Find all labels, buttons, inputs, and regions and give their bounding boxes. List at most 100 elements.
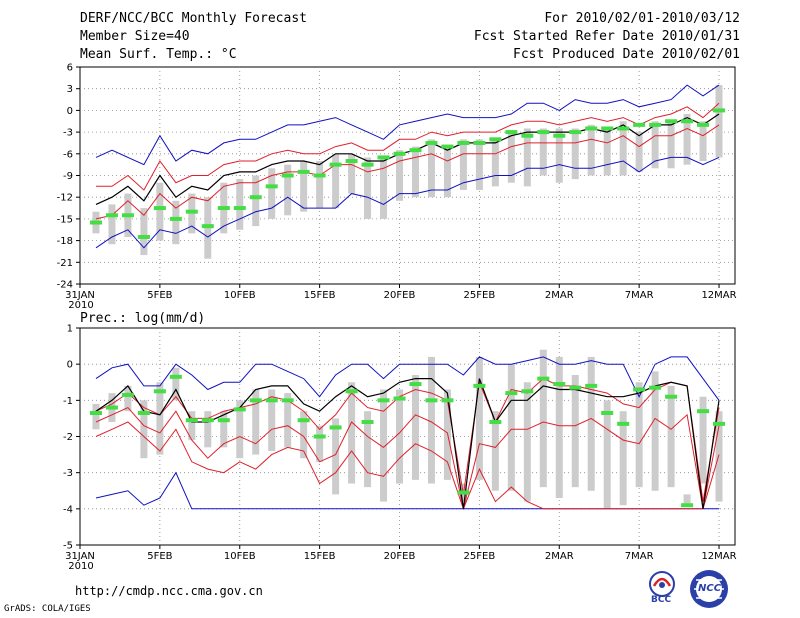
lowest-spread-line xyxy=(95,421,720,511)
ensemble-bar xyxy=(491,411,499,491)
y-tick-label: -6 xyxy=(63,149,73,160)
median-marker xyxy=(441,398,454,403)
median-marker xyxy=(617,421,630,426)
y-tick-label: -2 xyxy=(63,432,73,443)
ensemble-bar xyxy=(699,121,707,162)
median-marker xyxy=(233,407,246,412)
y-tick-label: 6 xyxy=(67,63,73,74)
y-tick-label: -24 xyxy=(57,280,73,291)
median-marker xyxy=(601,410,614,415)
x-tick-label: 7MAR xyxy=(625,551,654,562)
ensemble-bar xyxy=(300,161,308,212)
x-tick-label: 5FEB xyxy=(147,551,172,562)
median-marker xyxy=(489,137,502,142)
median-marker xyxy=(121,392,134,397)
x-tick-label: 5FEB xyxy=(147,290,172,301)
y-tick-label: -21 xyxy=(57,258,73,269)
ensemble-bar xyxy=(220,411,228,448)
median-marker xyxy=(377,398,390,403)
ensemble-bar xyxy=(380,157,388,219)
y-tick-label: 3 xyxy=(67,84,73,95)
ensemble-bar xyxy=(507,364,515,491)
ensemble-bar xyxy=(619,121,627,176)
median-marker xyxy=(537,130,550,135)
ensemble-bar xyxy=(667,385,675,488)
ensemble-bar xyxy=(236,179,244,230)
y-tick-label: -5 xyxy=(63,541,73,552)
median-marker xyxy=(313,434,326,439)
ensemble-bar xyxy=(332,153,340,209)
median-marker xyxy=(393,396,406,401)
median-marker xyxy=(281,398,294,403)
median-marker xyxy=(473,140,486,145)
footer-url[interactable]: http://cmdp.ncc.cma.gov.cn xyxy=(75,584,263,598)
forecast-started: Fcst Started Refer Date 2010/01/31 xyxy=(473,29,740,44)
ensemble-bar xyxy=(715,411,723,502)
ensemble-bar xyxy=(92,403,100,430)
median-marker xyxy=(377,155,390,160)
median-marker xyxy=(697,409,710,414)
x-tick-label: 2MAR xyxy=(545,290,574,301)
median-marker xyxy=(521,389,534,394)
median-marker xyxy=(681,119,694,124)
x-tick-label: 15FEB xyxy=(304,290,336,301)
ensemble-bar xyxy=(380,389,388,502)
ensemble-bar xyxy=(443,146,451,198)
ensemble-bar xyxy=(635,132,643,172)
bcc-logo: BCC xyxy=(640,570,684,608)
bcc-logo-text: BCC xyxy=(651,595,672,605)
median-marker xyxy=(713,108,726,113)
median-marker xyxy=(681,503,694,508)
ensemble-bar xyxy=(667,121,675,169)
ensemble-bar xyxy=(699,396,707,484)
ensemble-bar xyxy=(507,132,515,183)
ensemble-bar xyxy=(396,150,404,201)
x-tick-label: 20FEB xyxy=(384,290,416,301)
y-tick-label: -3 xyxy=(63,468,73,479)
y-tick-label: -4 xyxy=(63,504,73,515)
ncc-logo: NCC xyxy=(686,568,732,610)
median-marker xyxy=(553,382,566,387)
ensemble-bar xyxy=(635,382,643,488)
ensemble-bar xyxy=(284,393,292,448)
median-marker xyxy=(569,385,582,390)
ensemble-bar xyxy=(411,146,419,198)
ensemble-bar xyxy=(555,356,563,498)
median-marker xyxy=(297,169,310,174)
ensemble-bar xyxy=(156,182,164,241)
median-marker xyxy=(297,418,310,423)
ensemble-bar xyxy=(475,139,483,190)
y-tick-label: 1 xyxy=(67,324,73,335)
ncc-logo-text: NCC xyxy=(698,583,722,594)
median-marker xyxy=(281,173,294,178)
median-marker xyxy=(361,162,374,167)
median-marker xyxy=(169,374,182,379)
median-marker xyxy=(665,394,678,399)
median-marker xyxy=(425,398,438,403)
x-tick-label: 15FEB xyxy=(304,551,336,562)
lower-spread-line xyxy=(95,124,720,220)
median-marker xyxy=(265,184,278,189)
ensemble-bar xyxy=(651,371,659,491)
ensemble-bar xyxy=(268,389,276,451)
y-tick-label: -1 xyxy=(63,396,73,407)
median-marker xyxy=(185,418,198,423)
ensemble-bar xyxy=(459,139,467,190)
x-tick-label: 12MAR xyxy=(701,551,736,562)
ensemble-bar xyxy=(587,356,595,491)
median-marker xyxy=(473,383,486,388)
ensemble-bar xyxy=(571,375,579,488)
median-marker xyxy=(457,140,470,145)
x-tick-label: 7MAR xyxy=(625,290,654,301)
median-marker xyxy=(521,133,534,138)
x-tick-label: 25FEB xyxy=(464,290,496,301)
median-marker xyxy=(409,382,422,387)
median-marker xyxy=(713,421,726,426)
ensemble-bar xyxy=(268,168,276,219)
x-tick-label: 10FEB xyxy=(224,551,256,562)
ensemble-bar xyxy=(555,128,563,183)
median-marker xyxy=(105,213,118,218)
median-marker xyxy=(201,418,214,423)
